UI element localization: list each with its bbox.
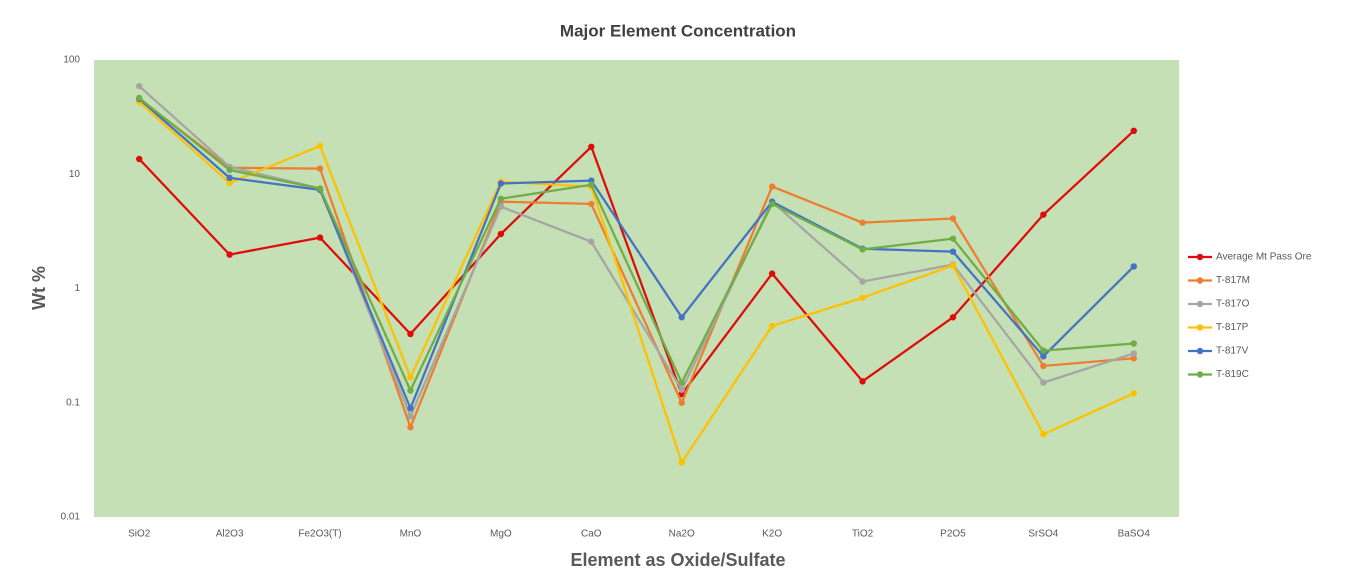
data-point [407,330,414,338]
data-point [226,166,233,174]
data-point [1130,127,1137,135]
data-point [678,379,685,386]
series-line [138,101,1135,464]
x-tick-label: K2O [762,529,782,540]
data-point [497,203,505,210]
y-tick-label: 0.01 [61,512,81,523]
legend-marker [1196,347,1204,355]
data-point [588,238,595,245]
chart-title: Major Element Concentration [560,21,796,40]
data-point [949,262,957,269]
legend-label: T-817V [1216,346,1249,357]
data-point [859,378,866,385]
data-point [949,248,957,255]
data-point [316,142,324,150]
data-point [1130,355,1137,362]
data-point [226,174,233,182]
x-tick-label: P2O5 [940,529,966,540]
y-tick-label: 100 [63,55,80,66]
legend-marker [1196,300,1204,308]
data-point [136,155,143,163]
data-point [768,322,776,330]
series-line [138,97,1134,392]
data-point [678,390,685,398]
data-point [949,314,957,321]
data-point [497,180,505,187]
legend-label: T-817O [1216,299,1250,310]
data-point [1040,211,1047,218]
data-point [1040,347,1047,354]
data-point [768,183,776,190]
data-point [497,230,505,238]
y-axis-label: Wt % [29,266,49,310]
data-point [768,200,776,208]
data-point [1130,350,1137,357]
data-point [136,94,143,102]
data-point [949,215,957,222]
data-point [1040,379,1047,386]
x-tick-label: BaSO4 [1118,529,1151,540]
legend-label: Average Mt Pass Ore [1216,252,1312,263]
data-point [136,82,143,90]
data-point [226,179,233,187]
x-tick-label: Fe2O3(T) [298,529,341,540]
data-point [768,270,776,277]
x-tick-label: Al2O3 [216,529,244,540]
data-point [588,143,595,150]
x-tick-label: SiO2 [128,529,151,540]
data-point [859,219,866,226]
x-tick-label: Na2O [669,529,695,540]
series-line [138,129,1135,396]
data-point [588,181,595,188]
data-point [1130,390,1137,397]
data-point [678,386,685,393]
data-point [407,413,414,420]
data-point [497,195,505,202]
data-point [859,278,866,285]
data-point [407,424,414,431]
data-point [1040,431,1047,438]
y-tick-label: 1 [74,283,80,294]
legend-marker [1196,253,1204,261]
legend-marker [1196,371,1204,378]
legend-marker [1196,324,1204,331]
plot-area [94,60,1179,517]
data-point [407,405,414,412]
data-point [949,235,957,242]
legend-label: T-819C [1216,369,1249,380]
data-point [588,200,595,208]
data-point [678,399,685,406]
series-line [138,98,1135,410]
data-point [859,246,866,253]
data-point [1130,263,1137,270]
x-tick-label: MnO [400,529,422,540]
data-point [226,251,233,258]
x-tick-label: SrSO4 [1028,529,1058,540]
data-point [1040,362,1047,370]
x-tick-label: TiO2 [852,529,874,540]
x-tick-label: CaO [581,529,602,540]
data-point [859,294,866,301]
data-point [316,185,324,192]
data-point [678,314,685,321]
data-point [1130,340,1137,347]
series-line [138,98,1134,429]
data-point [678,459,685,466]
y-tick-label: 10 [69,169,81,180]
data-point [407,387,414,394]
data-point [1040,353,1047,360]
x-axis-label: Element as Oxide/Sulfate [570,550,785,570]
data-point [316,234,324,241]
legend-label: T-817P [1216,322,1249,333]
data-point [316,165,324,172]
legend-marker [1196,277,1204,284]
legend-label: T-817M [1216,275,1250,286]
x-tick-label: MgO [490,529,512,540]
data-point [407,374,414,381]
y-tick-label: 0.1 [66,397,80,408]
